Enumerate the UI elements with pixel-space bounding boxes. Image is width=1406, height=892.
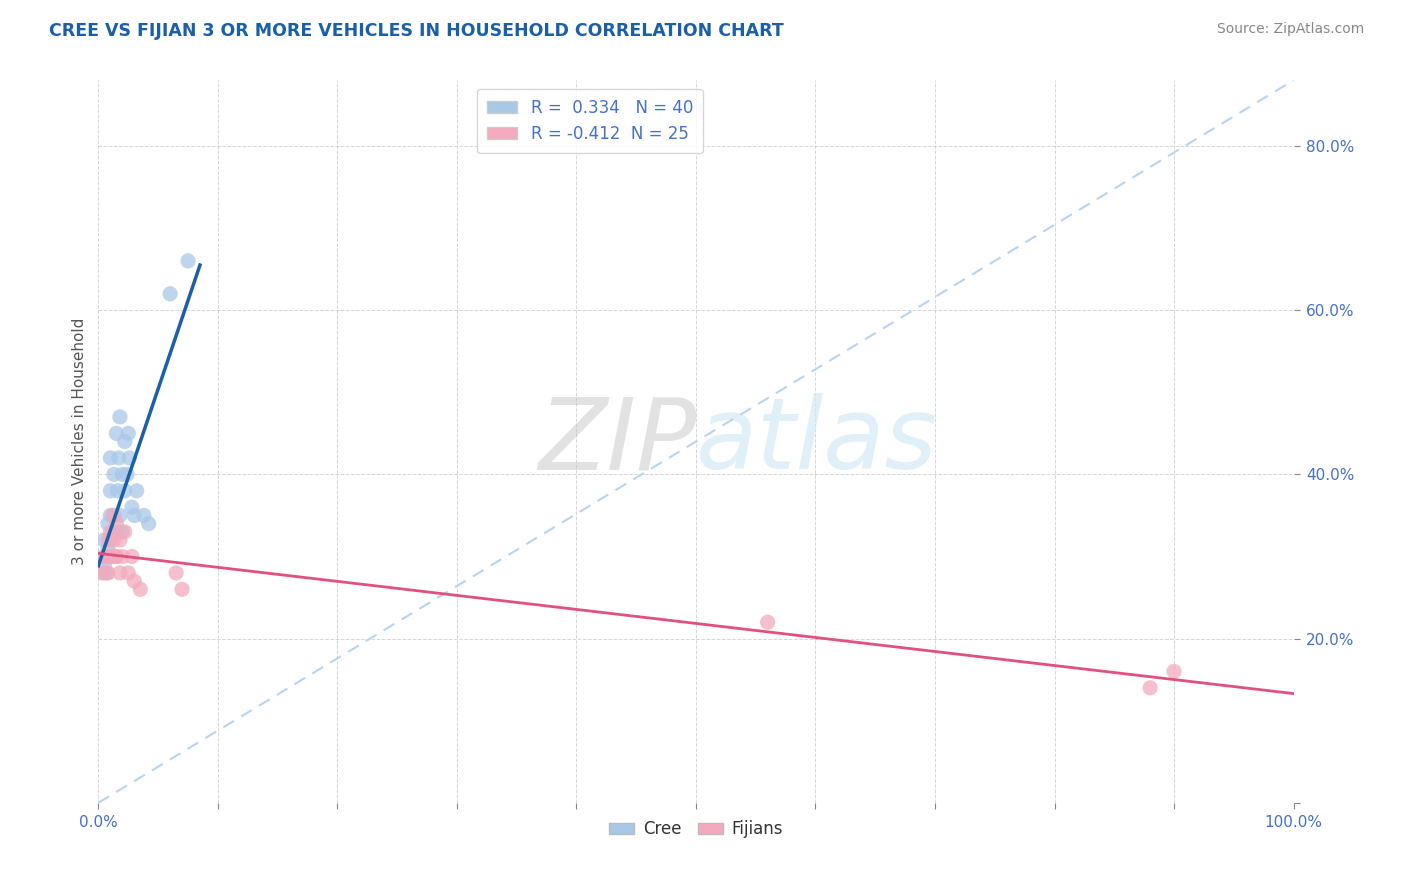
Point bbox=[114, 483, 136, 498]
Point bbox=[97, 566, 120, 580]
Point bbox=[111, 524, 134, 539]
Point bbox=[117, 566, 139, 580]
Point bbox=[97, 541, 120, 556]
Point bbox=[103, 508, 125, 523]
Point bbox=[97, 549, 120, 564]
Text: Source: ZipAtlas.com: Source: ZipAtlas.com bbox=[1216, 22, 1364, 37]
Point bbox=[96, 549, 118, 564]
Point bbox=[129, 582, 152, 597]
Point bbox=[105, 549, 128, 564]
Point bbox=[107, 483, 129, 498]
Point bbox=[97, 533, 120, 547]
Point bbox=[93, 566, 115, 580]
Point bbox=[105, 516, 128, 531]
Point bbox=[138, 516, 160, 531]
Point bbox=[121, 500, 143, 515]
Point bbox=[107, 450, 129, 465]
Point bbox=[91, 566, 114, 580]
Point bbox=[125, 483, 148, 498]
Point bbox=[105, 426, 128, 441]
Point bbox=[93, 549, 115, 564]
Point bbox=[105, 549, 128, 564]
Point bbox=[111, 467, 134, 482]
Point bbox=[97, 516, 120, 531]
Point bbox=[124, 574, 146, 588]
Point bbox=[93, 533, 115, 547]
Point bbox=[108, 533, 131, 547]
Point bbox=[93, 549, 115, 564]
Point bbox=[93, 549, 115, 564]
Text: ZIP: ZIP bbox=[537, 393, 696, 490]
Point bbox=[132, 508, 155, 523]
Text: CREE VS FIJIAN 3 OR MORE VEHICLES IN HOUSEHOLD CORRELATION CHART: CREE VS FIJIAN 3 OR MORE VEHICLES IN HOU… bbox=[49, 22, 785, 40]
Point bbox=[98, 508, 122, 523]
Point bbox=[165, 566, 187, 580]
Point bbox=[107, 524, 129, 539]
Point bbox=[108, 566, 131, 580]
Point bbox=[103, 467, 125, 482]
Point bbox=[118, 450, 141, 465]
Point bbox=[98, 483, 122, 498]
Point bbox=[111, 549, 134, 564]
Point bbox=[101, 549, 124, 564]
Point bbox=[96, 549, 118, 564]
Point bbox=[114, 434, 136, 449]
Point bbox=[124, 508, 146, 523]
Point bbox=[108, 409, 131, 424]
Point bbox=[108, 508, 131, 523]
Point bbox=[96, 566, 118, 580]
Point bbox=[98, 450, 122, 465]
Point bbox=[177, 253, 200, 268]
Point bbox=[117, 426, 139, 441]
Point bbox=[98, 533, 122, 547]
Point bbox=[101, 524, 124, 539]
Point bbox=[114, 524, 136, 539]
Point bbox=[1163, 665, 1185, 679]
Point bbox=[103, 533, 125, 547]
Point bbox=[172, 582, 194, 597]
Legend: Cree, Fijians: Cree, Fijians bbox=[603, 814, 789, 845]
Point bbox=[101, 549, 124, 564]
Point bbox=[1139, 681, 1161, 695]
Point bbox=[98, 524, 122, 539]
Point bbox=[115, 467, 138, 482]
Point bbox=[98, 549, 122, 564]
Text: atlas: atlas bbox=[696, 393, 938, 490]
Point bbox=[98, 549, 122, 564]
Point bbox=[93, 558, 115, 572]
Point bbox=[121, 549, 143, 564]
Point bbox=[756, 615, 779, 630]
Point bbox=[159, 286, 181, 301]
Y-axis label: 3 or more Vehicles in Household: 3 or more Vehicles in Household bbox=[72, 318, 87, 566]
Point bbox=[101, 508, 124, 523]
